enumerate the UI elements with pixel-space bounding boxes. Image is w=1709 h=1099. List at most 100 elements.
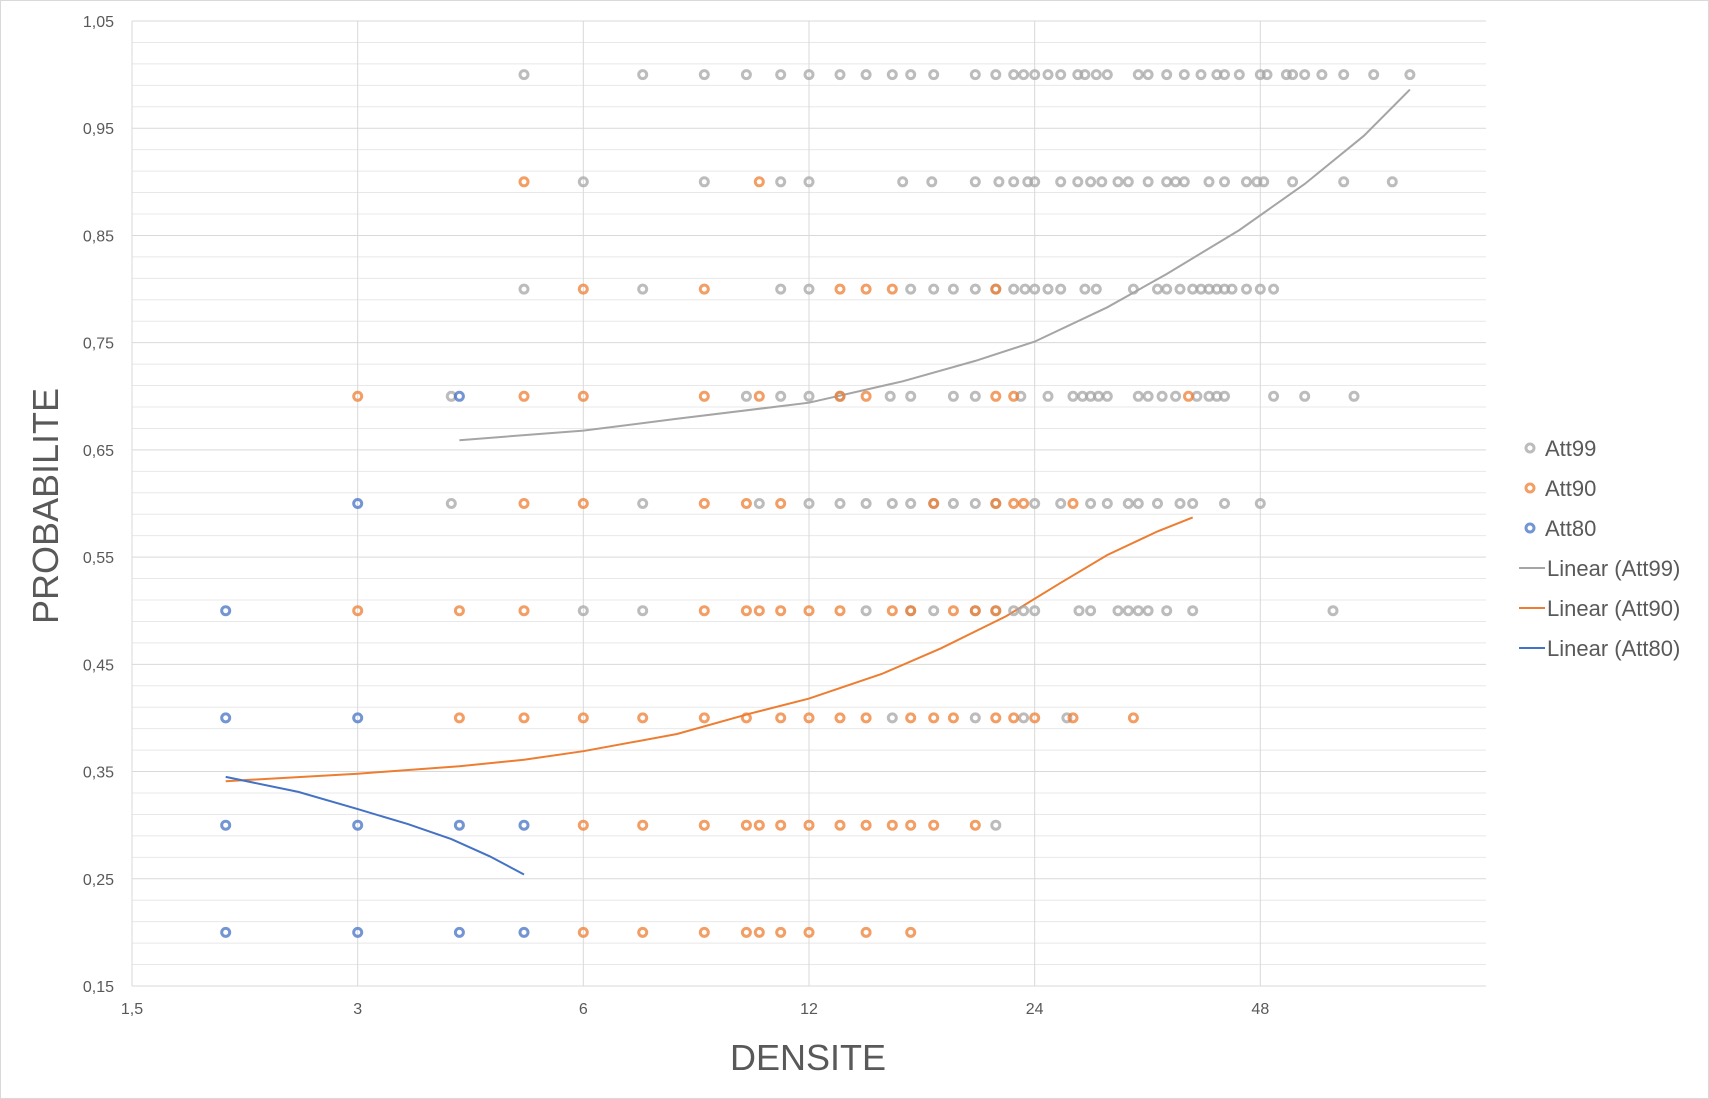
- data-point: [803, 390, 815, 402]
- data-point: [1132, 69, 1144, 81]
- data-point: [1122, 498, 1134, 509]
- data-point: [928, 819, 940, 831]
- data-point: [775, 283, 787, 295]
- data-point: [1079, 69, 1091, 81]
- data-point: [1258, 176, 1270, 188]
- data-point: [1073, 605, 1085, 617]
- data-point: [1029, 712, 1041, 724]
- data-point: [886, 819, 898, 831]
- data-point: [637, 69, 649, 81]
- data-point: [1161, 283, 1173, 295]
- data-point: [453, 390, 465, 402]
- data-point: [928, 498, 940, 509]
- data-point: [886, 605, 898, 617]
- data-point: [1018, 605, 1030, 617]
- data-point: [990, 283, 1002, 295]
- data-point: [1261, 69, 1273, 81]
- data-point: [834, 712, 846, 724]
- data-point: [1299, 390, 1311, 402]
- trendline: [225, 775, 525, 876]
- y-tick-label: 0,75: [83, 336, 114, 353]
- data-point: [775, 712, 787, 724]
- data-point: [1055, 283, 1067, 295]
- data-point: [803, 605, 815, 617]
- data-point: [753, 926, 765, 938]
- data-point: [1187, 605, 1199, 617]
- data-point: [1142, 605, 1154, 617]
- data-point: [947, 283, 959, 295]
- data-point: [1090, 69, 1102, 81]
- data-point: [1008, 390, 1020, 402]
- data-point: [1187, 498, 1199, 509]
- x-tick-label: 1,5: [121, 1001, 143, 1018]
- data-point: [1029, 605, 1041, 617]
- data-point: [453, 712, 465, 724]
- x-tick-label: 48: [1251, 1001, 1269, 1018]
- data-point: [1008, 283, 1020, 295]
- y-tick-label: 0,15: [83, 979, 114, 996]
- data-point: [775, 926, 787, 938]
- legend-marker: [1524, 522, 1536, 534]
- data-point: [577, 283, 589, 295]
- data-point: [637, 498, 649, 509]
- data-point: [698, 712, 710, 724]
- y-tick-label: 0,35: [83, 765, 114, 782]
- data-point: [753, 390, 765, 402]
- y-tick-label: 0,85: [83, 228, 114, 245]
- data-point: [834, 819, 846, 831]
- data-point: [577, 712, 589, 724]
- data-point: [698, 283, 710, 295]
- y-tick-label: 0,55: [83, 550, 114, 567]
- data-point: [753, 176, 765, 188]
- data-point: [698, 176, 710, 188]
- data-point: [753, 819, 765, 831]
- data-point: [220, 926, 232, 938]
- data-point: [969, 283, 981, 295]
- y-tick-label: 1,05: [83, 14, 114, 31]
- data-point: [990, 712, 1002, 724]
- data-point: [1127, 283, 1139, 295]
- data-point: [1029, 283, 1041, 295]
- tick-labels: 1,5 3 6 12 24 48 1,05 0,95 0,85 0,75 0,65 0,55 0,45 0…: [83, 14, 1269, 1018]
- data-point: [1055, 176, 1067, 188]
- data-point: [698, 69, 710, 81]
- data-point: [860, 605, 872, 617]
- data-point: [698, 498, 710, 509]
- data-point: [577, 390, 589, 402]
- data-point: [803, 712, 815, 724]
- data-point: [1170, 390, 1182, 402]
- legend-label: Linear (Att90): [1547, 596, 1680, 621]
- data-point: [1132, 498, 1144, 509]
- data-point: [860, 498, 872, 509]
- data-point: [1055, 69, 1067, 81]
- data-point: [1008, 498, 1020, 509]
- data-point: [518, 283, 530, 295]
- data-point: [1067, 712, 1079, 724]
- data-point: [1195, 69, 1207, 81]
- data-point: [1268, 390, 1280, 402]
- legend: Att99 Att90 Att80 Linear (Att99) Linear (Att…: [1519, 436, 1680, 661]
- x-tick-label: 3: [353, 1001, 362, 1018]
- data-point: [1019, 283, 1031, 295]
- data-point: [775, 498, 787, 509]
- data-point: [740, 605, 752, 617]
- data-point: [834, 605, 846, 617]
- data-point: [1254, 498, 1266, 509]
- data-point: [834, 69, 846, 81]
- data-point: [753, 498, 765, 509]
- data-point: [1142, 390, 1154, 402]
- data-point: [1042, 390, 1054, 402]
- data-point: [740, 69, 752, 81]
- y-axis-title: PROBABILITE: [25, 388, 66, 624]
- data-point: [698, 390, 710, 402]
- data-point: [990, 605, 1002, 617]
- data-point: [1090, 283, 1102, 295]
- data-point: [990, 819, 1002, 831]
- data-point: [1085, 605, 1097, 617]
- data-point: [947, 605, 959, 617]
- data-point: [1029, 498, 1041, 509]
- data-point: [803, 69, 815, 81]
- data-point: [453, 605, 465, 617]
- data-point: [775, 605, 787, 617]
